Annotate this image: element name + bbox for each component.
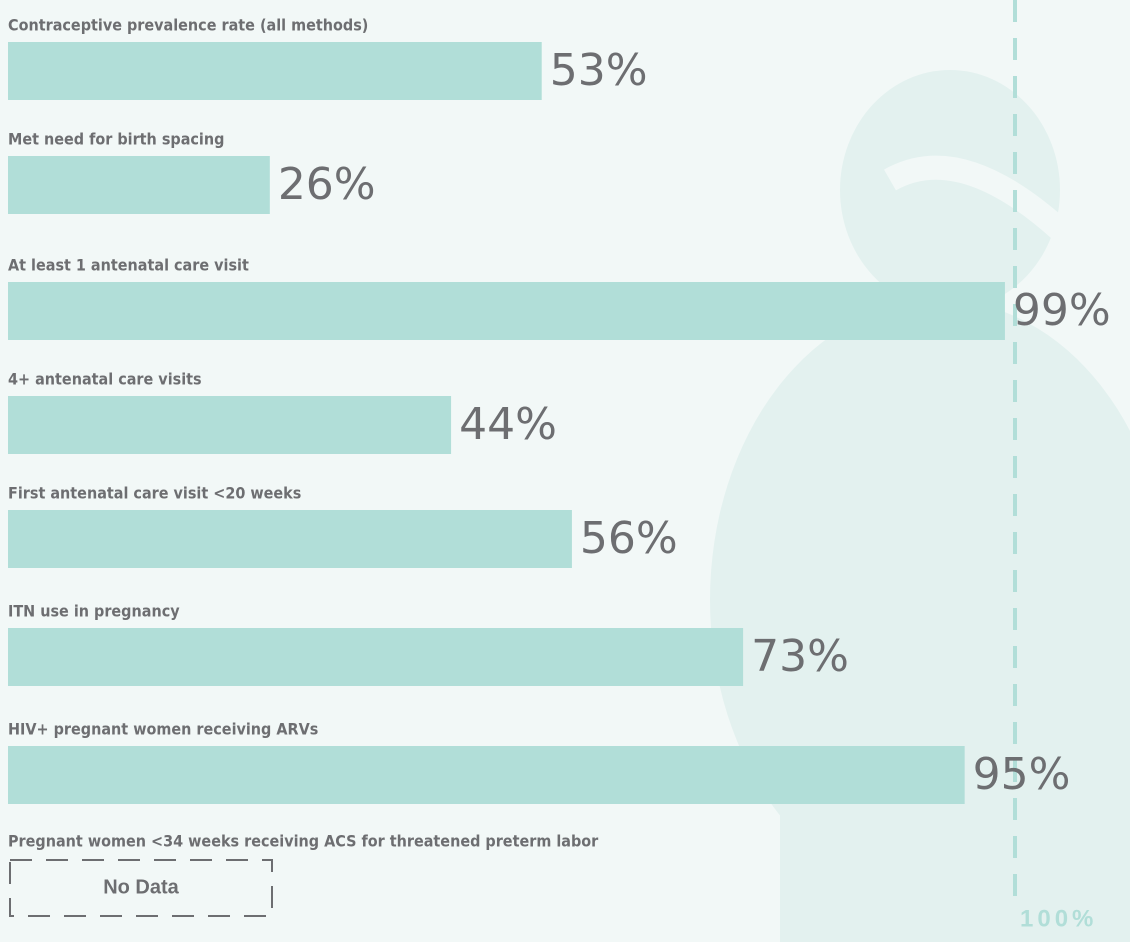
bar [8, 156, 270, 214]
category-label: First antenatal care visit <20 weeks [8, 484, 301, 503]
bar [8, 282, 1005, 340]
value-label: 26% [278, 159, 376, 210]
bar [8, 42, 542, 100]
value-label: 56% [580, 513, 678, 564]
background-figure [710, 70, 1130, 942]
category-label: HIV+ pregnant women receiving ARVs [8, 720, 318, 739]
value-label: 73% [751, 631, 849, 682]
category-label: ITN use in pregnancy [8, 602, 180, 621]
bar [8, 628, 743, 686]
value-label: 53% [550, 45, 648, 96]
category-label: Met need for birth spacing [8, 130, 224, 149]
missing-label: No Data [103, 876, 179, 898]
value-label: 99% [1013, 285, 1111, 336]
value-label: 95% [973, 749, 1071, 800]
category-label: Contraceptive prevalence rate (all metho… [8, 16, 368, 35]
chart: 100% Contraceptive prevalence rate (all m… [0, 0, 1130, 942]
value-label: 44% [459, 399, 557, 450]
category-label: Pregnant women <34 weeks receiving ACS f… [8, 832, 599, 851]
category-label: 4+ antenatal care visits [8, 370, 202, 389]
bar [8, 510, 572, 568]
reference-label: 100% [1020, 905, 1097, 932]
category-label: At least 1 antenatal care visit [8, 256, 249, 275]
bar [8, 746, 965, 804]
bar [8, 396, 451, 454]
